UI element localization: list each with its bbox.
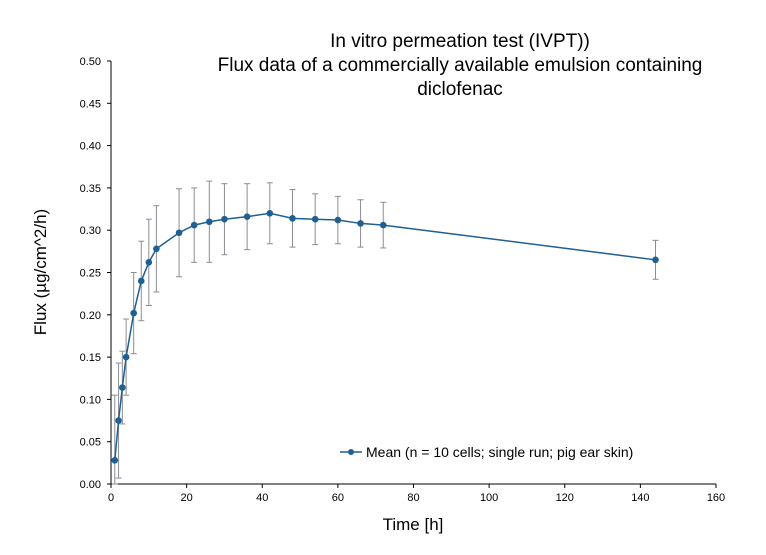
series-line [114, 212, 656, 461]
data-point [221, 215, 228, 223]
data-point [122, 353, 130, 361]
legend-label: Mean (n = 10 cells; single run; pig ear … [366, 444, 633, 460]
y-tick-label: 0.45 [80, 98, 101, 110]
y-axis-label: Flux (µg/cm^2/h) [31, 209, 50, 335]
y-tick-label: 0.50 [80, 56, 101, 68]
y-tick-label: 0.20 [80, 310, 101, 322]
data-point [206, 218, 213, 226]
data-point [243, 213, 251, 220]
x-axis-label: Time [h] [383, 515, 444, 534]
data-point [175, 229, 183, 237]
x-tick-label: 40 [256, 492, 268, 504]
y-tick-label: 0.35 [80, 183, 101, 195]
y-tick-label: 0.40 [80, 141, 101, 153]
data-point [266, 209, 274, 217]
data-point [357, 220, 364, 227]
x-tick-label: 80 [407, 492, 419, 504]
chart-title-line-1: In vitro permeation test (IVPT)) [330, 31, 590, 52]
data-point [137, 277, 145, 285]
x-tick-label: 100 [480, 492, 498, 504]
y-tick-label: 0.10 [80, 394, 101, 406]
x-tick-label: 120 [556, 492, 574, 504]
chart-title-line-2: Flux data of a commercially available em… [217, 55, 703, 76]
y-tick-label: 0.00 [80, 479, 101, 491]
data-point [119, 384, 126, 391]
chart-title-line-3: diclofenac [417, 79, 503, 100]
x-tick-label: 140 [631, 492, 649, 504]
data-point [115, 417, 122, 424]
data-point [311, 215, 319, 223]
y-tick-label: 0.25 [80, 268, 101, 280]
y-tick-label: 0.15 [80, 352, 101, 364]
data-point [145, 259, 153, 266]
data-point [652, 256, 659, 264]
data-point [289, 215, 296, 222]
data-point [190, 221, 198, 229]
y-tick-label: 0.05 [80, 437, 101, 449]
x-tick-label: 0 [108, 492, 114, 504]
legend: Mean (n = 10 cells; single run; pig ear … [340, 444, 633, 460]
data-point [130, 309, 137, 317]
data-point [334, 216, 342, 224]
x-tick-label: 160 [707, 492, 725, 504]
data-point [153, 245, 160, 253]
data-point [379, 221, 387, 229]
x-tick-label: 60 [332, 492, 344, 504]
data-point [111, 457, 119, 464]
y-tick-label: 0.30 [80, 225, 101, 237]
legend-marker [348, 449, 354, 455]
x-tick-label: 20 [181, 492, 193, 504]
